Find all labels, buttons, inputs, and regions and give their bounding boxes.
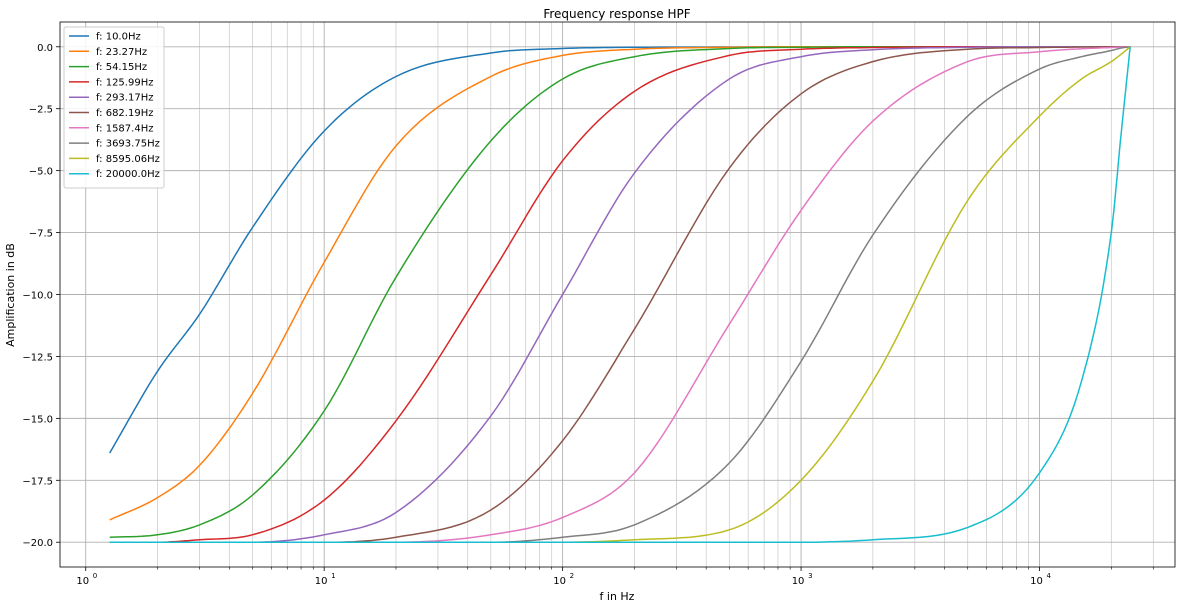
y-tick-label: −2.5 — [29, 105, 53, 116]
legend-label: f: 54.15Hz — [96, 62, 147, 73]
y-tick-label: −15.0 — [22, 414, 53, 425]
legend-label: f: 10.0Hz — [96, 32, 141, 43]
chart-title: Frequency response HPF — [543, 7, 690, 21]
y-tick-label: −17.5 — [22, 476, 53, 487]
x-tick-exponent: 0 — [93, 572, 97, 580]
legend-label: f: 125.99Hz — [96, 77, 153, 88]
x-tick-exponent: 2 — [570, 572, 574, 580]
series-line-9 — [109, 46, 1131, 543]
legend-label: f: 3693.75Hz — [96, 139, 160, 150]
legend-label: f: 20000.0Hz — [96, 169, 160, 180]
series-lines — [109, 46, 1131, 543]
legend-label: f: 682.19Hz — [96, 108, 153, 119]
x-tick-label: 10 — [553, 576, 566, 587]
x-tick-label: 10 — [792, 576, 805, 587]
x-tick-exponent: 3 — [808, 572, 812, 580]
y-tick-label: −12.5 — [22, 352, 53, 363]
x-tick-label: 10 — [1030, 576, 1043, 587]
series-line-2 — [109, 46, 1131, 539]
y-axis-label: Amplification in dB — [4, 243, 17, 347]
x-tick-exponent: 4 — [1047, 572, 1052, 580]
grid-lines — [60, 22, 1175, 567]
x-tick-exponent: 1 — [331, 572, 335, 580]
x-tick-label: 10 — [76, 576, 89, 587]
legend-label: f: 1587.4Hz — [96, 123, 153, 134]
legend-label: f: 293.17Hz — [96, 93, 153, 104]
x-axis-label: f in Hz — [600, 590, 635, 603]
y-tick-label: −10.0 — [22, 291, 53, 302]
legend-label: f: 8595.06Hz — [96, 154, 160, 165]
y-tick-label: 0.0 — [37, 43, 53, 54]
y-tick-label: −5.0 — [29, 167, 53, 178]
y-tick-label: −7.5 — [29, 229, 53, 240]
x-axis-ticks: 10 0 10 1 10 2 10 3 10 4 — [76, 567, 1154, 587]
x-tick-label: 10 — [315, 576, 328, 587]
y-axis-ticks: 0.0 −2.5 −5.0 −7.5 −10.0 −12.5 −15.0 −17.5 −20.0 — [22, 43, 60, 549]
series-line-1 — [109, 46, 1131, 521]
legend-label: f: 23.27Hz — [96, 47, 147, 58]
y-tick-label: −20.0 — [22, 538, 53, 549]
legend: f: 10.0Hz f: 23.27Hz f: 54.15Hz f: 125.99Hz… — [63, 26, 165, 189]
